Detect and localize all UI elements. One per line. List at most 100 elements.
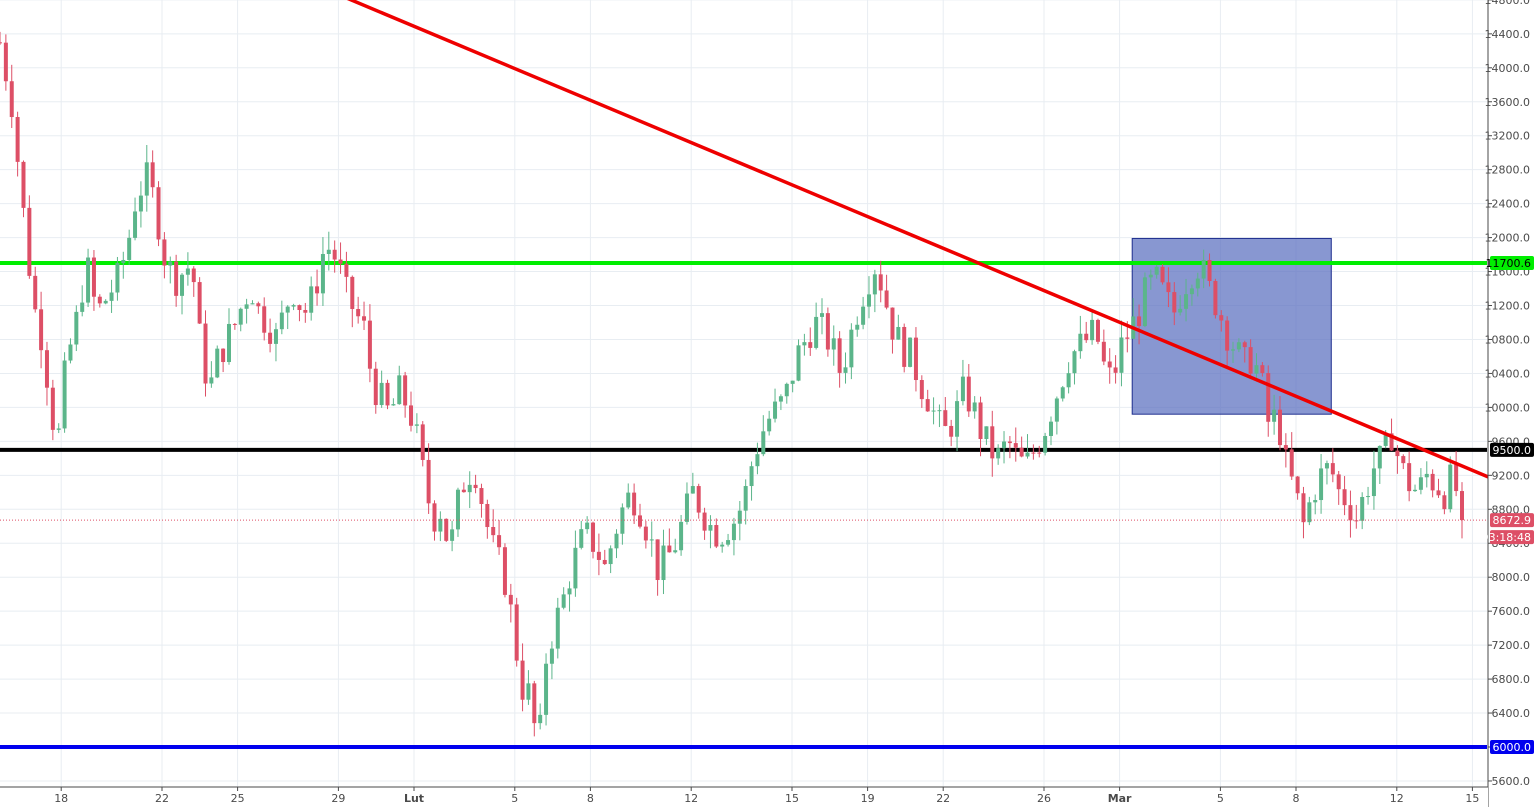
price-tick-label: 13200.0 xyxy=(1485,130,1531,143)
current-price-flag-bg xyxy=(1490,513,1534,528)
candle-body xyxy=(937,410,942,412)
candle-body xyxy=(884,290,889,308)
candle-body xyxy=(109,292,114,301)
candle-body xyxy=(373,368,378,406)
candle-body xyxy=(526,683,531,700)
level-flag: 11700.6 xyxy=(1486,257,1532,270)
candle-body xyxy=(1148,274,1153,278)
candle-body xyxy=(226,323,231,363)
candle-body xyxy=(761,431,766,455)
candle-body xyxy=(1060,387,1065,399)
candle-body xyxy=(837,338,842,373)
candle-body xyxy=(1019,447,1024,457)
level-flag-bg xyxy=(1490,256,1534,271)
candle-body xyxy=(679,521,684,551)
candle-body xyxy=(667,545,672,553)
candle-body xyxy=(485,503,490,528)
candle-body xyxy=(831,338,836,350)
candle-body xyxy=(74,311,79,345)
candle-body xyxy=(726,540,731,545)
candle-body xyxy=(461,489,466,493)
candle-body xyxy=(367,320,372,369)
candle-body xyxy=(1377,445,1382,469)
candle-body xyxy=(749,466,754,487)
candle-body xyxy=(902,326,907,367)
candle-body xyxy=(1213,280,1218,316)
countdown-flag-bg xyxy=(1490,530,1534,545)
candle-body xyxy=(602,559,607,565)
candle-body xyxy=(320,253,325,294)
candle-body xyxy=(696,486,701,513)
candle-body xyxy=(309,286,314,313)
candle-body xyxy=(0,42,2,44)
candle-body xyxy=(913,337,918,381)
candle-body xyxy=(103,300,108,304)
candle-body xyxy=(291,305,296,307)
price-tick-label: 14000.0 xyxy=(1485,62,1531,75)
candle-body xyxy=(33,275,38,310)
candle-body xyxy=(344,263,349,277)
candle-body xyxy=(908,337,913,367)
time-axis[interactable]: 18 22 25 29 Lut 5 8 12 15 19 22 26 Mar 5 8 12 15 xyxy=(0,786,1488,807)
price-tick-label: 7200.0 xyxy=(1492,639,1531,652)
candle-body xyxy=(1095,319,1100,342)
candle-body xyxy=(1389,433,1394,451)
candle-body xyxy=(1066,373,1071,388)
candle-body xyxy=(473,484,478,489)
candle-body xyxy=(1248,347,1253,374)
candle-body xyxy=(861,306,866,325)
candle-body xyxy=(872,274,877,295)
candle-body xyxy=(44,350,49,388)
candle-body xyxy=(1119,337,1124,373)
candle-body xyxy=(626,492,631,508)
candle-body xyxy=(455,489,460,530)
candle-body xyxy=(960,376,965,402)
candle-body xyxy=(1013,443,1018,448)
candle-body xyxy=(620,507,625,534)
time-tick-label: 18 xyxy=(54,792,68,805)
candle-body xyxy=(303,310,308,313)
candle-body xyxy=(115,263,120,293)
price-tick-label: 12400.0 xyxy=(1485,198,1531,211)
candle-body xyxy=(549,648,554,664)
candle-body xyxy=(1037,452,1042,454)
candle-body xyxy=(1054,398,1059,422)
time-tick-label: 22 xyxy=(936,792,950,805)
candle-body xyxy=(608,548,613,565)
price-axis[interactable]: 5600.0 6000.0 6400.0 6800.0 7200.0 7600.0 8000… xyxy=(1485,0,1535,807)
candle-body xyxy=(790,380,795,384)
highlight-zone xyxy=(1131,237,1332,415)
time-tick-label: 5 xyxy=(511,792,518,805)
candle-body xyxy=(1277,409,1282,446)
candle-body xyxy=(1231,349,1236,351)
candle-body xyxy=(121,259,126,264)
candle-body xyxy=(356,309,361,317)
price-tick-label: 6800.0 xyxy=(1492,673,1531,686)
candle-body xyxy=(743,486,748,511)
candle-body xyxy=(532,683,537,724)
candle-body xyxy=(80,302,85,312)
price-tick-label: 10800.0 xyxy=(1485,333,1531,346)
price-tick-label: 13600.0 xyxy=(1485,96,1531,109)
candle-body xyxy=(1025,452,1030,457)
candle-body xyxy=(1178,308,1183,313)
trendline[interactable] xyxy=(331,0,1514,489)
candle-body xyxy=(326,249,331,254)
candle-body xyxy=(855,324,860,330)
candle-body xyxy=(596,551,601,560)
candle-body xyxy=(585,522,590,530)
candle-body xyxy=(555,607,560,649)
candle-body xyxy=(1031,452,1036,454)
candle-body xyxy=(1442,495,1447,510)
candle-body xyxy=(221,348,226,363)
level-flag: 9500.0 xyxy=(1493,444,1532,457)
candle-body xyxy=(1142,277,1147,327)
countdown-flag: 03:18:48 xyxy=(1482,531,1531,544)
candle-body xyxy=(820,313,825,317)
candle-body xyxy=(890,307,895,340)
candle-body xyxy=(1160,266,1165,283)
candle-body xyxy=(497,535,502,548)
candle-body xyxy=(297,305,302,311)
candle-body xyxy=(1236,342,1241,350)
